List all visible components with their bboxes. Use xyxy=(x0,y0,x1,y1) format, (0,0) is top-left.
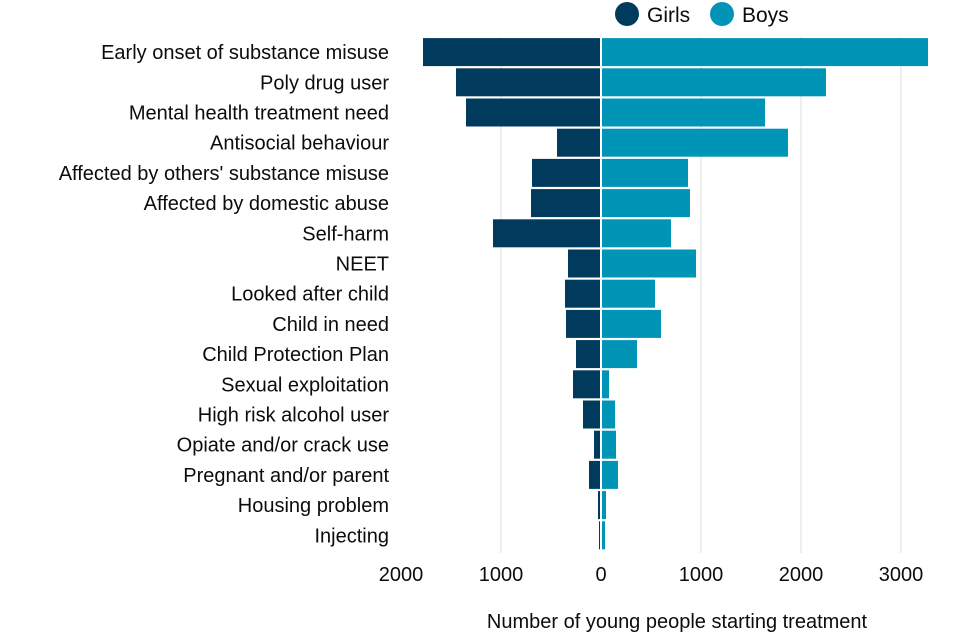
x-axis-title: Number of young people starting treatmen… xyxy=(487,611,868,633)
bar-boys-poly-drug-user xyxy=(601,68,826,97)
category-label-affected-by-others-substance-misuse: Affected by others' substance misuse xyxy=(59,163,389,185)
bar-girls-opiate-and-or-crack-use xyxy=(594,430,601,459)
bar-girls-sexual-exploitation xyxy=(573,370,601,399)
bar-boys-neet xyxy=(601,249,696,278)
category-labels: Early onset of substance misuse Poly drug… xyxy=(59,42,390,547)
legend-swatch-girls xyxy=(615,2,639,26)
bar-boys-affected-by-others-substance-misuse xyxy=(601,158,688,187)
category-label-sexual-exploitation: Sexual exploitation xyxy=(221,374,389,396)
bar-boys-high-risk-alcohol-user xyxy=(601,400,615,429)
category-label-child-in-need: Child in need xyxy=(272,314,389,336)
category-label-affected-by-domestic-abuse: Affected by domestic abuse xyxy=(144,193,389,215)
bar-boys-child-protection-plan xyxy=(601,340,637,369)
category-label-self-harm: Self-harm xyxy=(302,223,389,245)
category-label-child-protection-plan: Child Protection Plan xyxy=(202,344,389,366)
x-tick-label-3: 1000 xyxy=(679,564,724,586)
category-label-poly-drug-user: Poly drug user xyxy=(260,72,389,94)
bar-boys-child-in-need xyxy=(601,309,661,338)
bar-girls-antisocial-behaviour xyxy=(557,128,601,157)
legend-swatch-boys xyxy=(710,2,734,26)
category-label-mental-health-treatment-need: Mental health treatment need xyxy=(129,103,389,125)
bar-girls-neet xyxy=(568,249,601,278)
bar-boys-early-onset-of-substance-misuse xyxy=(601,38,928,67)
category-label-housing-problem: Housing problem xyxy=(238,495,389,517)
bar-girls-poly-drug-user xyxy=(456,68,601,97)
x-tick-label-2: 0 xyxy=(595,564,606,586)
bar-boys-affected-by-domestic-abuse xyxy=(601,189,690,218)
legend: Girls Boys xyxy=(615,2,789,27)
bar-boys-sexual-exploitation xyxy=(601,370,609,399)
category-label-antisocial-behaviour: Antisocial behaviour xyxy=(210,133,389,155)
x-axis-ticks: 2000 1000 0 1000 2000 3000 xyxy=(379,564,924,586)
legend-label-girls: Girls xyxy=(647,4,690,27)
bar-girls-high-risk-alcohol-user xyxy=(583,400,601,429)
x-tick-label-1: 1000 xyxy=(479,564,524,586)
bar-girls-affected-by-domestic-abuse xyxy=(531,189,601,218)
bar-girls-housing-problem xyxy=(598,491,601,520)
category-label-looked-after-child: Looked after child xyxy=(231,284,389,306)
bar-girls-affected-by-others-substance-misuse xyxy=(532,158,601,187)
category-label-neet: NEET xyxy=(336,254,389,276)
category-label-opiate-and-or-crack-use: Opiate and/or crack use xyxy=(177,435,389,457)
bar-boys-housing-problem xyxy=(601,491,606,520)
category-label-early-onset-of-substance-misuse: Early onset of substance misuse xyxy=(101,42,389,64)
x-tick-label-4: 2000 xyxy=(779,564,824,586)
category-label-pregnant-and-or-parent: Pregnant and/or parent xyxy=(183,465,389,487)
bar-boys-self-harm xyxy=(601,219,671,248)
x-tick-label-5: 3000 xyxy=(879,564,924,586)
bar-boys-pregnant-and-or-parent xyxy=(601,460,618,489)
bar-girls-child-in-need xyxy=(566,309,601,338)
bar-boys-looked-after-child xyxy=(601,279,655,308)
bar-girls-mental-health-treatment-need xyxy=(466,98,601,127)
bar-girls-early-onset-of-substance-misuse xyxy=(423,38,601,67)
bar-boys-antisocial-behaviour xyxy=(601,128,788,157)
bars xyxy=(423,37,928,553)
category-label-high-risk-alcohol-user: High risk alcohol user xyxy=(198,405,390,427)
bar-girls-child-protection-plan xyxy=(576,340,601,369)
x-tick-label-0: 2000 xyxy=(379,564,424,586)
bar-boys-injecting xyxy=(601,521,605,550)
bar-boys-opiate-and-or-crack-use xyxy=(601,430,616,459)
bar-girls-looked-after-child xyxy=(565,279,601,308)
category-label-injecting: Injecting xyxy=(315,525,390,547)
bar-girls-pregnant-and-or-parent xyxy=(589,460,601,489)
bar-girls-self-harm xyxy=(493,219,601,248)
legend-label-boys: Boys xyxy=(742,4,789,27)
bar-boys-mental-health-treatment-need xyxy=(601,98,765,127)
